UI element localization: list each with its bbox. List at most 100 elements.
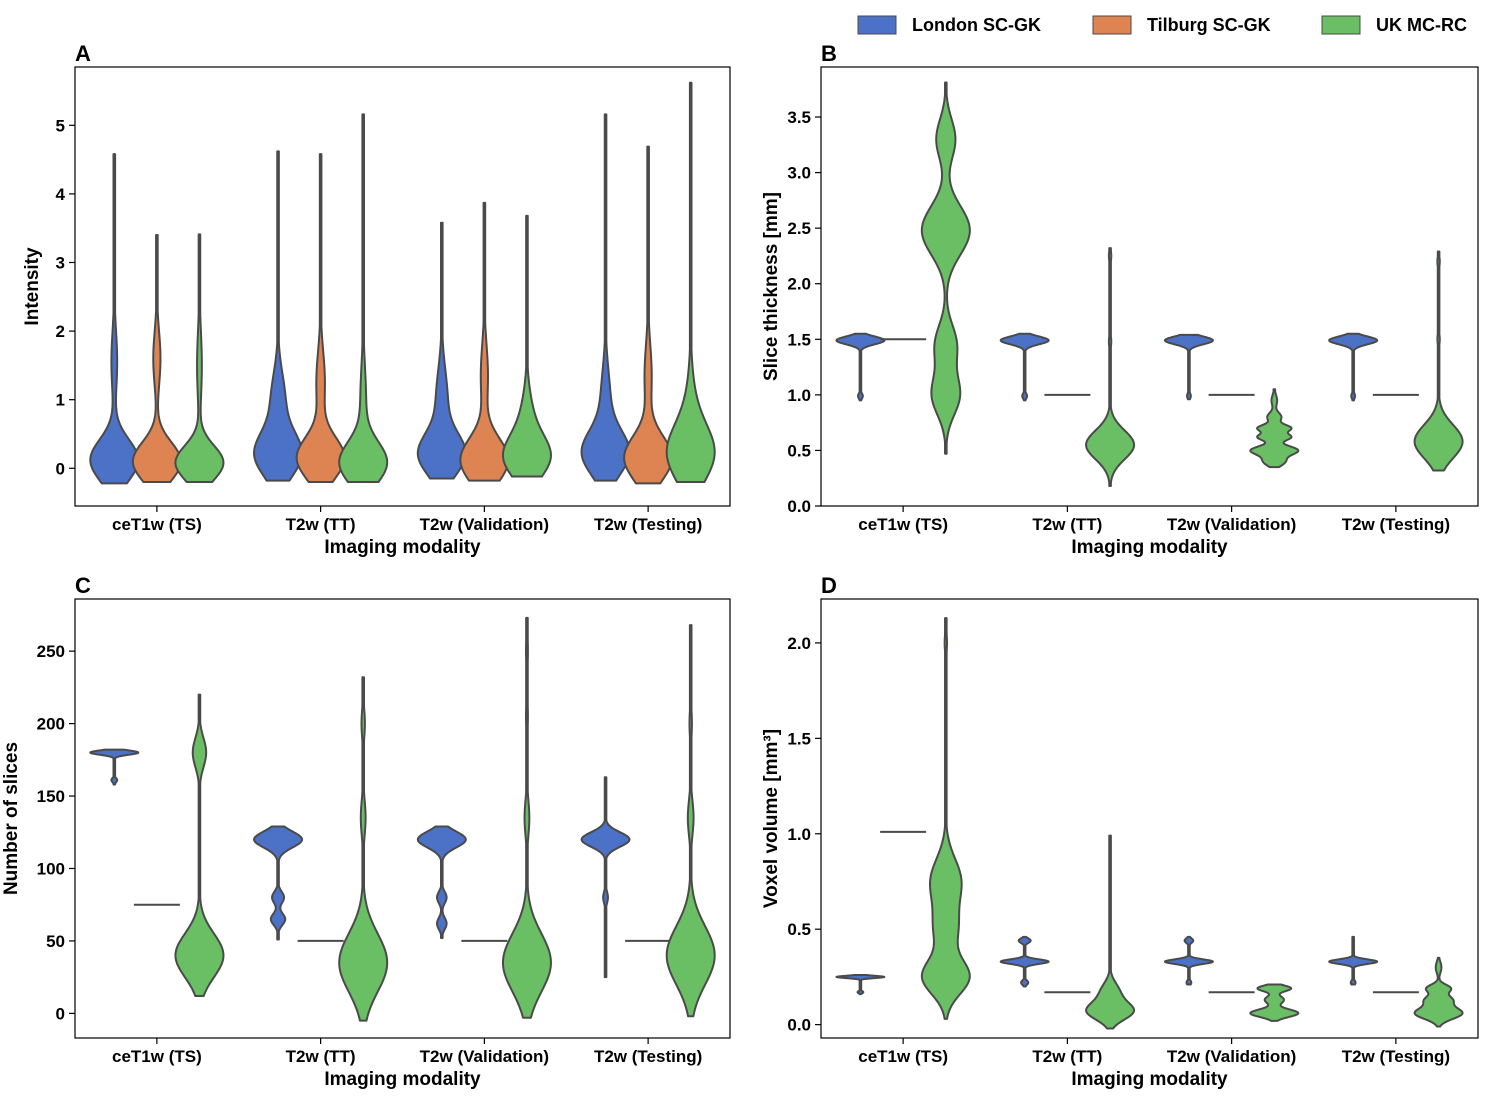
violin-D-2-3	[1413, 956, 1464, 1028]
panel-C: 0 50 100 150 200 250 ceT1w (TS) T2w (TT) T2w (Va…	[1, 573, 731, 1090]
panel-label: D	[821, 573, 837, 598]
y-tick-label: 0.5	[787, 920, 811, 939]
violin-D-0-2	[1163, 935, 1214, 986]
violin-B-2-1	[1085, 247, 1136, 487]
y-tick-label: 5	[56, 116, 65, 135]
y-axis-label: Slice thickness [mm]	[761, 192, 782, 381]
y-tick-label: 1.0	[787, 825, 811, 844]
violin-A-0-2	[416, 221, 467, 480]
violin-A-1-2	[459, 201, 510, 482]
legend-label: UK MC-RC	[1376, 15, 1467, 35]
y-axis-label: Intensity	[22, 247, 43, 326]
violin-C-0-2	[416, 825, 467, 940]
violin-B-0-2	[1163, 333, 1214, 401]
x-tick-label: T2w (Validation)	[420, 515, 549, 534]
y-tick-label: 150	[37, 787, 65, 806]
y-tick-label: 3.5	[787, 108, 811, 127]
panel-A: 0 1 2 3 4 5 ceT1w (TS) T2w (TT) T2w (Validation)…	[22, 41, 731, 558]
y-tick-label: 0.0	[787, 497, 811, 516]
violin-D-2-2	[1249, 983, 1300, 1022]
violin-D-0-1	[999, 935, 1050, 988]
violin-D-0-3	[1328, 935, 1379, 986]
violin-C-0-1	[253, 825, 304, 941]
y-tick-label: 3	[56, 253, 65, 272]
legend-label: Tilburg SC-GK	[1147, 15, 1271, 35]
y-tick-label: 2.0	[787, 275, 811, 294]
panel-D: 0.0 0.5 1.0 1.5 2.0 ceT1w (TS) T2w (TT) T2w (Va…	[761, 573, 1479, 1090]
panel-label: B	[821, 41, 837, 66]
violin-D-2-0	[920, 617, 971, 1020]
x-tick-label: ceT1w (TS)	[858, 515, 948, 534]
violin-A-1-0	[131, 234, 182, 483]
legend-label: London SC-GK	[912, 15, 1041, 35]
y-tick-label: 3.0	[787, 164, 811, 183]
violin-B-2-0	[920, 81, 971, 455]
plot-frame	[820, 598, 1479, 1039]
y-tick-label: 2	[56, 322, 65, 341]
y-tick-label: 1.5	[787, 330, 811, 349]
y-tick-label: 250	[37, 642, 65, 661]
x-tick-label: T2w (Validation)	[420, 1047, 549, 1066]
violin-B-0-0	[835, 332, 886, 402]
x-axis-label: Imaging modality	[324, 1069, 481, 1090]
x-tick-label: T2w (Testing)	[594, 515, 702, 534]
violin-A-2-3	[665, 81, 716, 483]
x-axis-label: Imaging modality	[1071, 537, 1228, 558]
x-axis-label: Imaging modality	[324, 537, 481, 558]
panel-B: 0.0 0.5 1.0 1.5 2.0 2.5 3.0 3.5 ceT1w (TS) T2w (T…	[761, 41, 1479, 558]
y-tick-label: 0.5	[787, 441, 811, 460]
x-tick-label: T2w (TT)	[1032, 515, 1102, 534]
violin-B-2-2	[1249, 388, 1300, 469]
x-tick-label: ceT1w (TS)	[858, 1047, 948, 1066]
violin-A-0-3	[580, 113, 631, 482]
x-tick-label: T2w (Testing)	[1342, 515, 1450, 534]
violin-B-0-1	[999, 332, 1050, 402]
y-tick-label: 4	[56, 185, 66, 204]
violin-C-2-3	[665, 624, 716, 1018]
x-tick-label: T2w (TT)	[286, 1047, 356, 1066]
violin-C-2-2	[501, 616, 552, 1019]
plot-frame	[74, 66, 731, 507]
x-tick-label: ceT1w (TS)	[112, 1047, 202, 1066]
violin-A-0-0	[89, 153, 140, 485]
y-tick-label: 2.5	[787, 219, 811, 238]
violin-A-0-1	[253, 150, 304, 482]
y-axis-label: Voxel volume [mm³]	[761, 729, 782, 908]
x-tick-label: ceT1w (TS)	[112, 515, 202, 534]
violin-A-2-2	[501, 214, 552, 478]
violin-A-2-0	[174, 233, 225, 483]
x-tick-label: T2w (TT)	[286, 515, 356, 534]
violin-B-2-3	[1413, 250, 1464, 472]
y-tick-label: 0.0	[787, 1016, 811, 1035]
plot-frame	[74, 598, 731, 1039]
panel-label: C	[75, 573, 91, 598]
violin-C-0-0	[89, 748, 140, 786]
x-tick-label: T2w (TT)	[1032, 1047, 1102, 1066]
y-axis-label: Number of slices	[1, 742, 22, 895]
legend-swatch	[1321, 15, 1361, 35]
y-tick-label: 100	[37, 859, 65, 878]
violin-C-0-3	[580, 776, 631, 979]
y-tick-label: 200	[37, 715, 65, 734]
legend-swatch	[1092, 15, 1132, 35]
legend-swatch	[857, 15, 897, 35]
violin-C-2-1	[338, 676, 389, 1022]
x-tick-label: T2w (Validation)	[1167, 515, 1296, 534]
y-tick-label: 0	[56, 1004, 65, 1023]
panel-label: A	[75, 41, 91, 66]
y-tick-label: 1.5	[787, 729, 811, 748]
violin-C-2-0	[174, 693, 225, 997]
y-tick-label: 0	[56, 459, 65, 478]
x-tick-label: T2w (Validation)	[1167, 1047, 1296, 1066]
x-tick-label: T2w (Testing)	[1342, 1047, 1450, 1066]
violin-D-2-1	[1085, 834, 1136, 1030]
x-tick-label: T2w (Testing)	[594, 1047, 702, 1066]
plot-frame	[820, 66, 1479, 507]
violin-A-2-1	[338, 113, 389, 483]
violin-A-1-1	[295, 153, 346, 483]
legend: London SC-GK Tilburg SC-GK UK MC-RC	[857, 15, 1467, 35]
violin-A-1-3	[623, 145, 674, 485]
y-tick-label: 50	[46, 932, 65, 951]
x-axis-label: Imaging modality	[1071, 1069, 1228, 1090]
